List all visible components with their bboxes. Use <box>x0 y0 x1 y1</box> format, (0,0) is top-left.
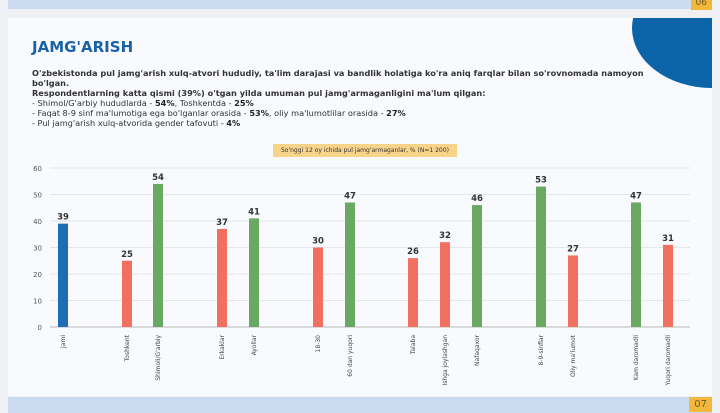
x-tick-label: 60 dan yuqori <box>347 335 354 377</box>
data-label: 53 <box>535 176 547 186</box>
data-label: 26 <box>407 247 419 257</box>
bullet-text: - Pul jamg'arish xulq-atvorida gender ta… <box>32 118 227 128</box>
bar-chart: 0 10 20 30 40 50 60 39 Jami 25 Toshkent 54 Shimoli/G… <box>33 165 690 387</box>
chart-title: So'nggi 12 oy ichida pul jamg'armaganlar… <box>273 144 457 157</box>
previous-page-strip: 06 <box>8 0 712 10</box>
data-label: 30 <box>312 237 324 247</box>
bar <box>345 202 355 327</box>
bullet-item: - Shimol/G'arbiy hududlarda - 54%, Toshk… <box>32 98 662 108</box>
y-tick-label: 20 <box>33 271 42 279</box>
bullet-value: 4% <box>226 118 241 128</box>
intro: O'zbekistonda pul jamg'arish xulq-atvori… <box>32 68 644 88</box>
data-label: 46 <box>471 194 483 204</box>
y-tick-label: 30 <box>33 245 42 253</box>
bar <box>122 260 132 327</box>
x-tick-label: Shimoli/G'arbiy <box>155 335 162 381</box>
data-label: 41 <box>248 207 260 217</box>
bar <box>217 228 227 327</box>
data-label: 25 <box>121 250 133 260</box>
page-number-prev: 06 <box>690 0 712 10</box>
x-tick-label: Nafaqaxor <box>474 334 481 365</box>
bar <box>408 258 418 327</box>
y-tick-label: 0 <box>38 324 42 332</box>
x-tick-label: Yuqori daromadli <box>665 335 672 387</box>
y-tick-label: 60 <box>33 165 42 173</box>
bar <box>440 242 450 327</box>
x-tick-label: Ishga joylashgan <box>442 335 449 386</box>
bullet-item: - Faqat 8-9 sinf ma'lumotiga ega bo'lgan… <box>32 108 662 118</box>
bullet-text: - Faqat 8-9 sinf ma'lumotiga ega bo'lgan… <box>32 108 250 118</box>
data-label: 39 <box>57 213 69 223</box>
bar <box>313 247 323 327</box>
bar <box>663 244 673 327</box>
bullet-value: 27% <box>386 108 406 118</box>
bullet-item: - Pul jamg'arish xulq-atvorida gender ta… <box>32 118 662 128</box>
x-tick-label: Talaba <box>410 335 417 356</box>
x-tick-label: Kam daromadli <box>633 335 640 381</box>
bar <box>536 186 546 327</box>
x-tick-label: 18-30 <box>315 335 322 353</box>
y-tick-label: 40 <box>33 218 42 226</box>
bar <box>631 202 641 327</box>
bar <box>568 255 578 327</box>
x-tick-label: Toshkent <box>124 334 131 362</box>
next-page-strip: 07 <box>8 397 712 413</box>
data-label: 54 <box>152 173 164 183</box>
y-tick-label: 50 <box>33 192 42 200</box>
page-number-next: 07 <box>689 397 712 412</box>
x-tick-label: Jami <box>60 335 67 349</box>
data-label: 31 <box>662 234 674 244</box>
x-tick-label: Ayollar <box>251 334 258 355</box>
data-label: 27 <box>567 244 579 254</box>
lead: Respondentlarning katta qismi (39%) o'tg… <box>32 88 486 98</box>
x-tick-label: Erkaklar <box>219 334 226 359</box>
slide-card: JAMG'ARISH O'zbekistonda pul jamg'arish … <box>8 18 712 396</box>
bullet-text: , oliy ma'lumotlilar orasida - <box>268 108 387 118</box>
bullet-value: 25% <box>234 98 254 108</box>
page-title: JAMG'ARISH <box>32 38 134 56</box>
x-tick-label: Oliy ma'lumot <box>570 334 577 377</box>
bullet-text: - Shimol/G'arbiy hududlarda - <box>32 98 155 108</box>
summary-text: O'zbekistonda pul jamg'arish xulq-atvori… <box>32 68 662 128</box>
bullet-value: 53% <box>249 108 269 118</box>
data-label: 47 <box>630 191 642 201</box>
y-tick-label: 10 <box>33 298 42 306</box>
data-label: 32 <box>439 231 451 241</box>
bar <box>249 218 259 327</box>
bullet-value: 54% <box>154 98 175 108</box>
data-label: 37 <box>216 218 228 228</box>
x-tick-label: 8-9-sinflar <box>538 334 545 365</box>
bar <box>153 183 163 327</box>
bar <box>58 223 68 327</box>
bullet-text: , Toshkentda - <box>174 98 235 108</box>
data-label: 47 <box>344 191 356 201</box>
bar <box>472 205 482 327</box>
